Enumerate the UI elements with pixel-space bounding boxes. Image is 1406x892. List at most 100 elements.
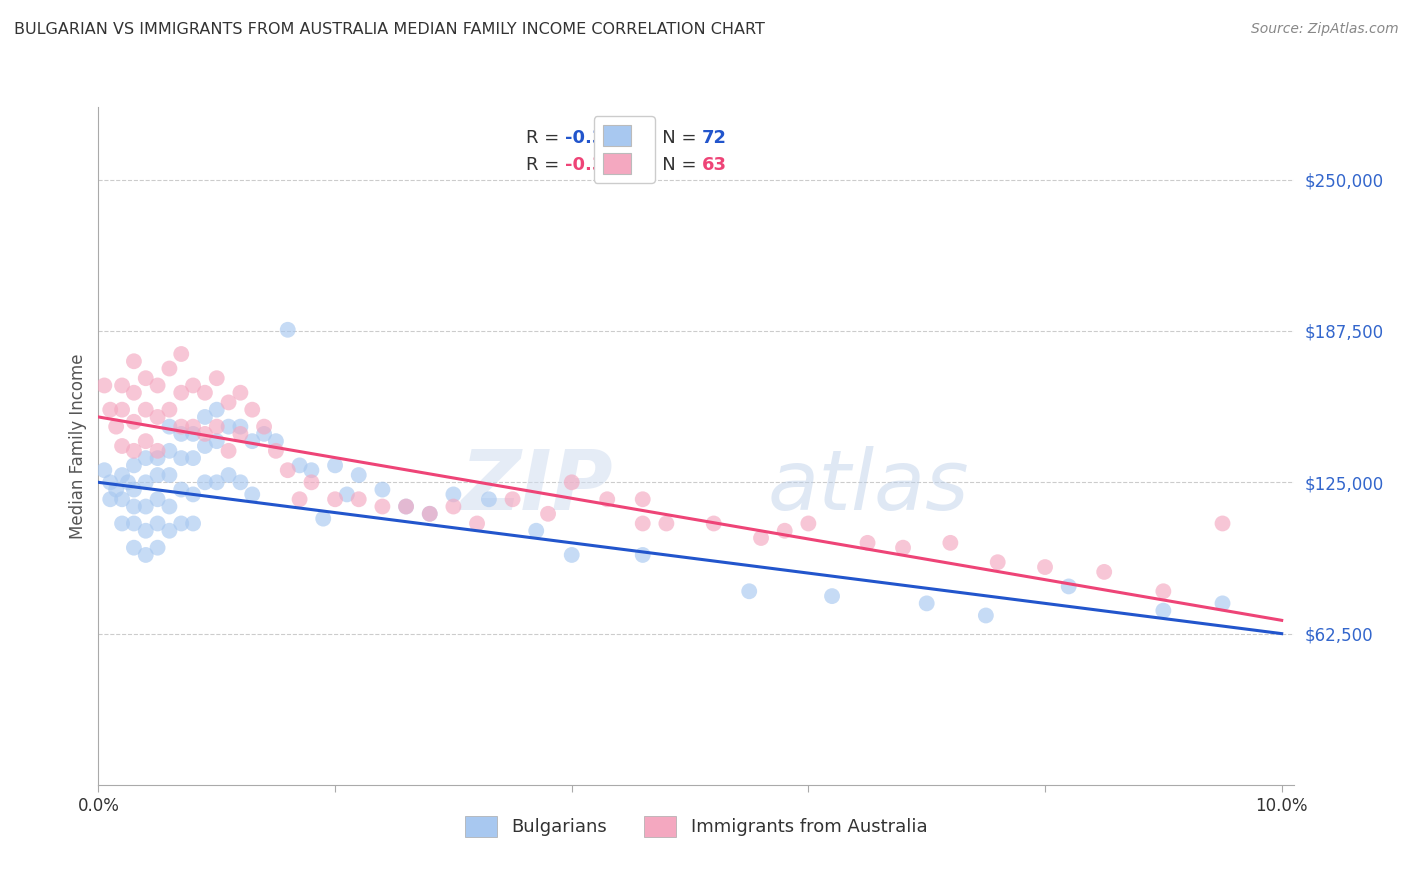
Point: [218, 468, 240, 483]
Point: [465, 516, 488, 531]
Point: [797, 516, 820, 531]
Point: [157, 443, 180, 458]
Point: [170, 385, 193, 400]
Point: [738, 584, 761, 599]
Point: [1033, 560, 1056, 574]
Text: -0.359: -0.359: [565, 156, 628, 174]
Point: [419, 507, 441, 521]
Point: [218, 443, 240, 458]
Point: [146, 492, 169, 507]
Point: [194, 426, 217, 441]
Text: ZIP: ZIP: [460, 446, 613, 527]
Point: [98, 492, 121, 507]
Point: [205, 475, 228, 490]
Point: [122, 458, 145, 473]
Point: [135, 402, 157, 417]
Point: [135, 548, 157, 562]
Point: [1152, 584, 1174, 599]
Point: [478, 492, 501, 507]
Point: [157, 500, 180, 514]
Point: [347, 492, 370, 507]
Point: [631, 516, 654, 531]
Point: [170, 451, 193, 466]
Point: [299, 475, 322, 490]
Point: [122, 516, 145, 531]
Point: [181, 516, 204, 531]
Point: [253, 426, 276, 441]
Point: [240, 434, 263, 449]
Point: [288, 492, 311, 507]
Point: [939, 536, 962, 550]
Point: [181, 378, 204, 392]
Point: [146, 451, 169, 466]
Point: [105, 419, 128, 434]
Point: [93, 378, 115, 392]
Point: [135, 371, 157, 385]
Legend: Bulgarians, Immigrants from Australia: Bulgarians, Immigrants from Australia: [457, 808, 935, 844]
Text: Source: ZipAtlas.com: Source: ZipAtlas.com: [1251, 22, 1399, 37]
Point: [122, 415, 145, 429]
Point: [122, 385, 145, 400]
Point: [229, 385, 252, 400]
Point: [323, 492, 346, 507]
Point: [264, 434, 287, 449]
Text: 72: 72: [702, 128, 727, 146]
Point: [253, 419, 276, 434]
Point: [146, 541, 169, 555]
Point: [596, 492, 619, 507]
Point: [703, 516, 725, 531]
Point: [856, 536, 879, 550]
Point: [181, 451, 204, 466]
Point: [181, 487, 204, 501]
Point: [537, 507, 560, 521]
Point: [117, 475, 139, 490]
Point: [122, 354, 145, 368]
Point: [111, 516, 134, 531]
Point: [135, 451, 157, 466]
Text: 63: 63: [702, 156, 727, 174]
Point: [347, 468, 370, 483]
Point: [146, 443, 169, 458]
Point: [371, 500, 394, 514]
Point: [1152, 604, 1174, 618]
Point: [323, 458, 346, 473]
Point: [229, 419, 252, 434]
Text: -0.358: -0.358: [565, 128, 628, 146]
Point: [205, 419, 228, 434]
Point: [157, 361, 180, 376]
Point: [157, 419, 180, 434]
Y-axis label: Median Family Income: Median Family Income: [69, 353, 87, 539]
Point: [371, 483, 394, 497]
Point: [561, 548, 583, 562]
Point: [277, 463, 299, 477]
Point: [170, 347, 193, 361]
Point: [170, 426, 193, 441]
Point: [194, 475, 217, 490]
Point: [229, 475, 252, 490]
Point: [336, 487, 359, 501]
Point: [181, 419, 204, 434]
Point: [524, 524, 547, 538]
Point: [111, 468, 134, 483]
Point: [122, 443, 145, 458]
Point: [194, 409, 217, 424]
Point: [135, 500, 157, 514]
Point: [441, 487, 464, 501]
Point: [299, 463, 322, 477]
Point: [987, 555, 1010, 569]
Point: [146, 516, 169, 531]
Point: [395, 500, 418, 514]
Point: [93, 463, 115, 477]
Point: [288, 458, 311, 473]
Point: [218, 395, 240, 409]
Point: [170, 419, 193, 434]
Point: [240, 402, 263, 417]
Point: [655, 516, 678, 531]
Point: [98, 402, 121, 417]
Point: [915, 596, 938, 610]
Point: [419, 507, 441, 521]
Point: [170, 483, 193, 497]
Point: [98, 475, 121, 490]
Point: [135, 434, 157, 449]
Point: [111, 439, 134, 453]
